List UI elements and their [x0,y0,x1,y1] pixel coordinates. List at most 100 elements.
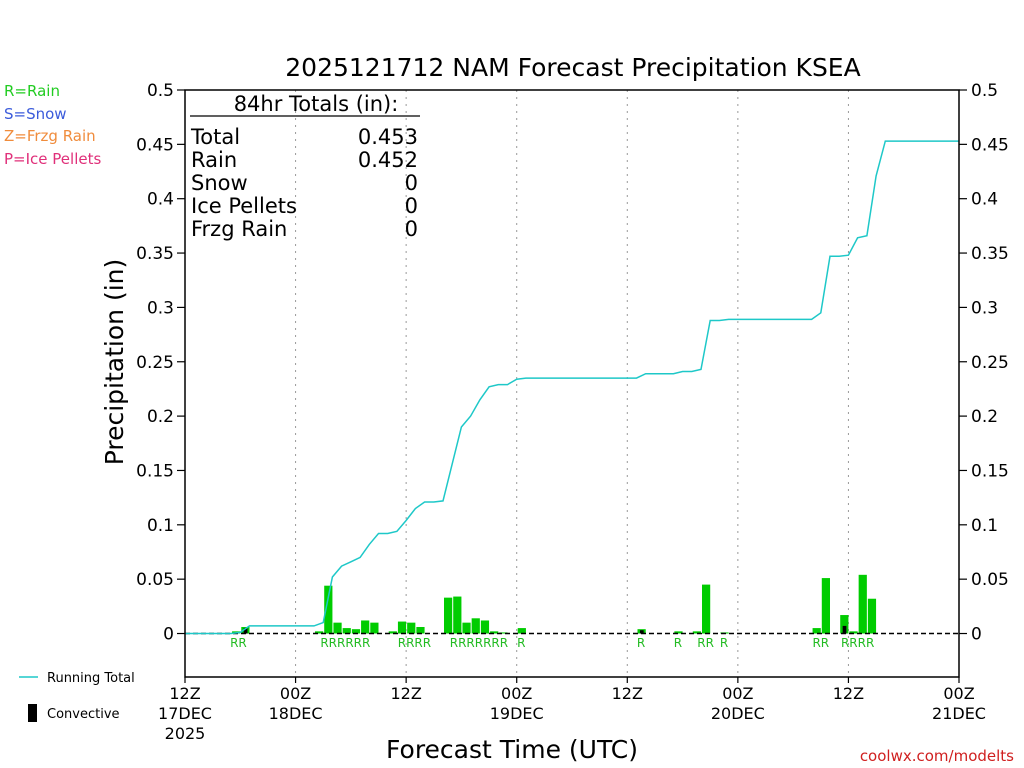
y-axis-right: 0.5 0.45 0.4 0.35 0.3 0.25 0.2 0.15 0.1 0.05 0 [959,81,1009,645]
totals-row-value: 0 [405,194,418,218]
y-tick-label-right: 0.05 [971,570,1009,590]
chart-title: 2025121712 NAM Forecast Precipitation KS… [285,53,860,82]
totals-row-label: Snow [191,171,248,195]
totals-row-value: 0.452 [358,148,418,172]
precip-type-label: R [517,636,525,650]
x-tick-year: 2025 [165,724,206,743]
y-tick-label-right: 0.35 [971,244,1009,264]
precip-bars [232,574,877,634]
y-tick-label-right: 0.25 [971,353,1009,373]
convective-bars [243,625,847,634]
totals-row-value: 0 [405,217,418,241]
y-tick-label: 0.3 [147,298,174,318]
series-legend: Running Total Convective [19,671,135,722]
y-tick-label: 0 [163,625,174,645]
precip-bar [867,598,877,634]
credit-text: coolwx.com/modelts [860,747,1014,765]
precip-type-label: RRRR [841,636,874,650]
precip-type-label: R [720,636,728,650]
precip-bar [370,622,379,634]
y-tick-label: 0.25 [136,353,174,373]
x-tick-date: 19DEC [490,704,544,723]
precip-bar [361,620,370,634]
x-tick-label: 12Z [612,684,643,703]
precip-bar [517,628,526,634]
convective-legend-swatch [28,704,37,722]
x-tick-date: 20DEC [711,704,765,723]
legend-freezing-rain: Z=Frzg Rain [4,127,96,145]
precip-type-label: RRRRRR [320,636,370,650]
vertical-gridlines [295,90,849,677]
totals-heading: 84hr Totals (in): [234,92,399,116]
x-axis-title: Forecast Time (UTC) [386,735,638,764]
x-tick-label: 12Z [169,684,200,703]
y-tick-label-right: 0.2 [971,407,998,427]
precip-bar [444,597,453,634]
precip-type-legend: R=Rain S=Snow Z=Frzg Rain P=Ice Pellets [4,82,101,168]
y-tick-label: 0.45 [136,135,174,155]
y-axis-left: 0.5 0.45 0.4 0.35 0.3 0.25 0.2 0.15 0.1 0.05 0 [136,81,185,645]
y-tick-label: 0.35 [136,244,174,264]
precip-type-label: R [674,636,682,650]
precip-bar [333,622,342,634]
precip-bar [840,615,849,634]
plot-frame [184,89,960,678]
convective-legend-label: Convective [47,707,120,722]
x-tick-date: 21DEC [932,704,986,723]
precip-type-label: RR [230,636,247,650]
y-tick-label-right: 0.45 [971,135,1009,155]
precip-type-label: RR [697,636,714,650]
precip-bar [499,632,508,634]
precip-bar [490,631,499,634]
x-tick-label: 00Z [943,684,974,703]
y-tick-label-right: 0.15 [971,461,1009,481]
precip-bar [315,631,324,634]
precip-bar [692,631,701,634]
y-tick-label: 0.15 [136,461,174,481]
precip-type-label: R [637,636,645,650]
precip-type-label: RR [812,636,829,650]
precip-bar [812,628,821,634]
x-tick-label: 12Z [833,684,864,703]
legend-snow: S=Snow [4,105,67,123]
precip-bar [462,622,471,634]
precip-bar [858,574,867,634]
y-tick-label: 0.4 [147,190,174,210]
y-tick-label-right: 0.1 [971,516,998,536]
totals-row-value: 0 [405,171,418,195]
y-tick-label-right: 0.4 [971,190,998,210]
x-tick-date: 17DEC [158,704,212,723]
precip-bar [821,578,830,634]
precip-bar [416,626,425,634]
precip-bar [388,631,397,634]
running-total-legend-label: Running Total [47,671,135,686]
x-tick-label: 00Z [280,684,311,703]
convective-bar [842,625,847,634]
y-axis-title: Precipitation (in) [100,259,129,466]
x-tick-label: 00Z [722,684,753,703]
precip-bar [342,628,351,634]
precip-bar [397,621,407,634]
x-tick-label: 00Z [501,684,532,703]
running-total-line [185,140,959,635]
y-tick-label-right: 0.5 [971,81,998,101]
precip-type-label: RRRR [398,636,431,650]
precip-type-labels: RR RRRRRR RRRR RRRRRRR R R R RR R RR RRRR [230,636,874,650]
x-tick-date: 18DEC [269,704,323,723]
precip-bar [324,585,333,634]
precip-bar [480,620,490,634]
y-tick-label: 0.2 [147,407,174,427]
legend-rain: R=Rain [4,82,60,100]
precip-bar [351,629,361,634]
x-tick-label: 12Z [390,684,421,703]
totals-row-label: Frzg Rain [191,217,287,241]
precip-bar [674,631,683,634]
precip-bar [849,631,858,634]
y-tick-label-right: 0.3 [971,298,998,318]
convective-bar [243,628,248,634]
y-tick-label: 0.05 [136,570,174,590]
convective-bar [639,630,644,634]
legend-ice-pellets: P=Ice Pellets [4,150,101,168]
